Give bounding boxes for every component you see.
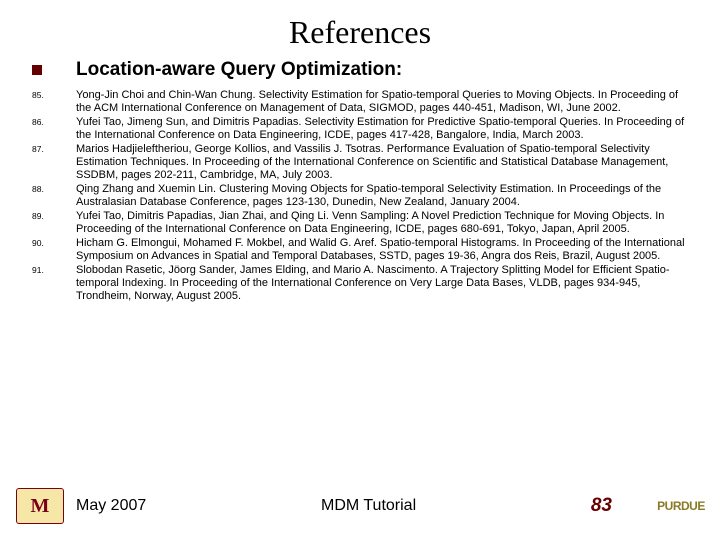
references-list: 85. Yong-Jin Choi and Chin-Wan Chung. Se… [0, 89, 720, 303]
reference-text: Hicham G. Elmongui, Mohamed F. Mokbel, a… [76, 237, 696, 263]
bullet-icon [32, 65, 42, 75]
logo-minnesota-icon: M [16, 488, 64, 524]
reference-number: 86. [32, 116, 76, 127]
reference-text: Slobodan Rasetic, Jöorg Sander, James El… [76, 264, 696, 303]
reference-item: 90. Hicham G. Elmongui, Mohamed F. Mokbe… [32, 237, 696, 263]
reference-number: 89. [32, 210, 76, 221]
footer: M May 2007 MDM Tutorial 83 PURDUE [0, 488, 720, 524]
reference-item: 87. Marios Hadjieleftheriou, George Koll… [32, 143, 696, 182]
footer-date: May 2007 [76, 497, 146, 515]
reference-text: Yufei Tao, Jimeng Sun, and Dimitris Papa… [76, 116, 696, 142]
reference-item: 85. Yong-Jin Choi and Chin-Wan Chung. Se… [32, 89, 696, 115]
page-number: 83 [591, 495, 612, 517]
reference-text: Qing Zhang and Xuemin Lin. Clustering Mo… [76, 183, 696, 209]
slide: References Location-aware Query Optimiza… [0, 0, 720, 540]
footer-center: May 2007 MDM Tutorial 83 [64, 495, 658, 517]
footer-label: MDM Tutorial [321, 497, 416, 515]
reference-number: 91. [32, 264, 76, 275]
reference-number: 88. [32, 183, 76, 194]
reference-item: 86. Yufei Tao, Jimeng Sun, and Dimitris … [32, 116, 696, 142]
page-title: References [0, 0, 720, 59]
logo-purdue-icon: PURDUE [658, 489, 704, 523]
reference-item: 88. Qing Zhang and Xuemin Lin. Clusterin… [32, 183, 696, 209]
reference-text: Marios Hadjieleftheriou, George Kollios,… [76, 143, 696, 182]
reference-text: Yong-Jin Choi and Chin-Wan Chung. Select… [76, 89, 696, 115]
reference-item: 91. Slobodan Rasetic, Jöorg Sander, Jame… [32, 264, 696, 303]
section-row: Location-aware Query Optimization: [0, 59, 720, 81]
section-heading: Location-aware Query Optimization: [76, 59, 402, 81]
reference-number: 85. [32, 89, 76, 100]
reference-number: 90. [32, 237, 76, 248]
reference-item: 89. Yufei Tao, Dimitris Papadias, Jian Z… [32, 210, 696, 236]
reference-text: Yufei Tao, Dimitris Papadias, Jian Zhai,… [76, 210, 696, 236]
reference-number: 87. [32, 143, 76, 154]
